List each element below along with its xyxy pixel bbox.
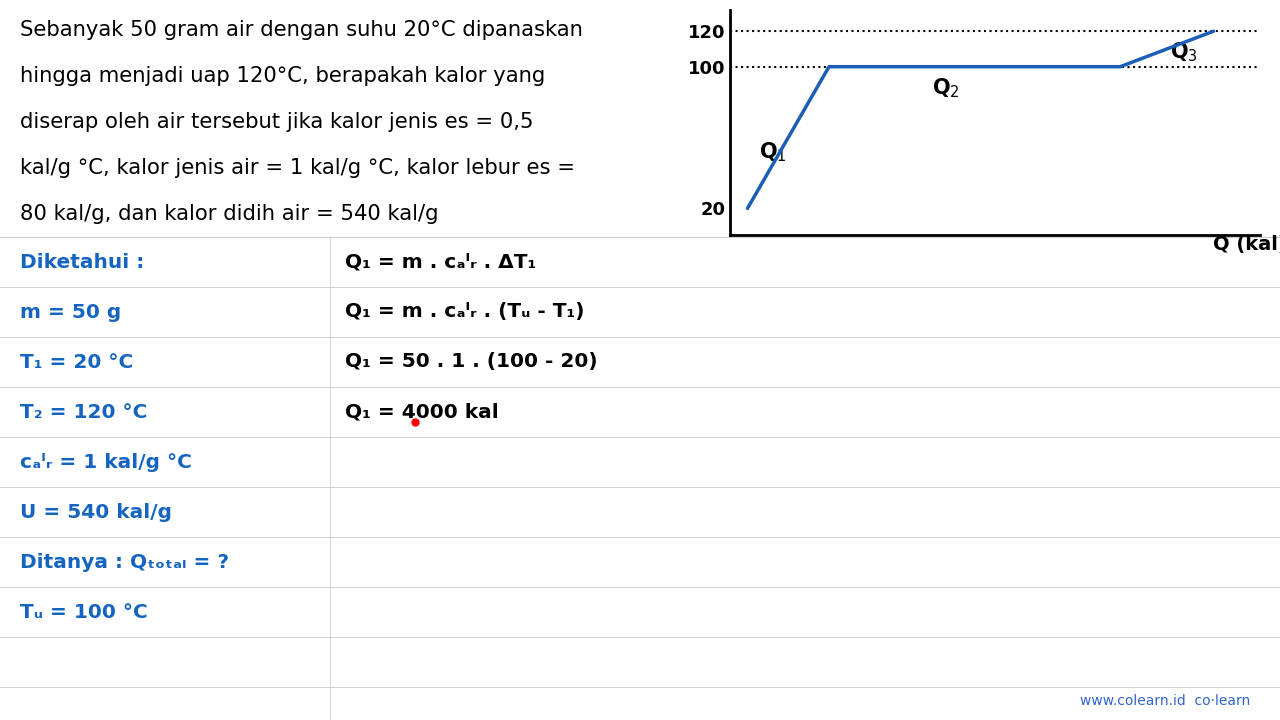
Text: 80 kal/g, dan kalor didih air = 540 kal/g: 80 kal/g, dan kalor didih air = 540 kal/… xyxy=(20,204,439,224)
Text: T₁ = 20 °C: T₁ = 20 °C xyxy=(20,353,133,372)
Text: Q$_3$: Q$_3$ xyxy=(1170,41,1198,64)
Text: www.colearn.id  co·learn: www.colearn.id co·learn xyxy=(1080,694,1251,708)
Text: kal/g °C, kalor jenis air = 1 kal/g °C, kalor lebur es =: kal/g °C, kalor jenis air = 1 kal/g °C, … xyxy=(20,158,575,178)
Text: Q₁ = m . cₐᴵᵣ . ΔT₁: Q₁ = m . cₐᴵᵣ . ΔT₁ xyxy=(346,253,536,271)
Text: Q₁ = 50 . 1 . (100 - 20): Q₁ = 50 . 1 . (100 - 20) xyxy=(346,353,598,372)
Text: Q (kal): Q (kal) xyxy=(1212,235,1280,254)
Text: U = 540 kal/g: U = 540 kal/g xyxy=(20,503,172,521)
Text: Ditanya : Qₜₒₜₐₗ = ?: Ditanya : Qₜₒₜₐₗ = ? xyxy=(20,552,229,572)
Text: Q₁ = 4000 kal: Q₁ = 4000 kal xyxy=(346,402,499,421)
Text: m = 50 g: m = 50 g xyxy=(20,302,122,322)
Text: cₐᴵᵣ = 1 kal/g °C: cₐᴵᵣ = 1 kal/g °C xyxy=(20,452,192,472)
Text: Tᵤ = 100 °C: Tᵤ = 100 °C xyxy=(20,603,147,621)
Text: Sebanyak 50 gram air dengan suhu 20°C dipanaskan: Sebanyak 50 gram air dengan suhu 20°C di… xyxy=(20,20,582,40)
Text: diserap oleh air tersebut jika kalor jenis es = 0,5: diserap oleh air tersebut jika kalor jen… xyxy=(20,112,534,132)
Text: Q₁ = m . cₐᴵᵣ . (Tᵤ - T₁): Q₁ = m . cₐᴵᵣ . (Tᵤ - T₁) xyxy=(346,302,585,322)
Text: Q$_1$: Q$_1$ xyxy=(759,140,787,163)
Text: T₂ = 120 °C: T₂ = 120 °C xyxy=(20,402,147,421)
Text: Diketahui :: Diketahui : xyxy=(20,253,145,271)
Text: Q$_2$: Q$_2$ xyxy=(932,76,960,100)
Text: hingga menjadi uap 120°C, berapakah kalor yang: hingga menjadi uap 120°C, berapakah kalo… xyxy=(20,66,545,86)
